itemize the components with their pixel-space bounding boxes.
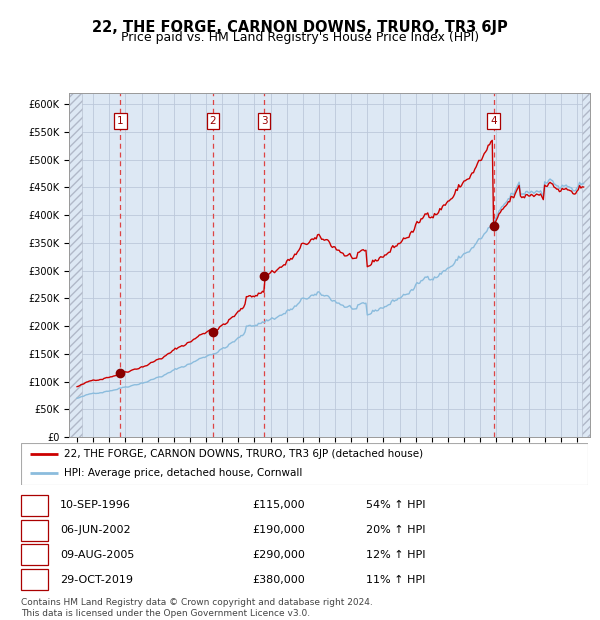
Text: HPI: Average price, detached house, Cornwall: HPI: Average price, detached house, Corn…	[64, 469, 302, 479]
Text: 22, THE FORGE, CARNON DOWNS, TRURO, TR3 6JP (detached house): 22, THE FORGE, CARNON DOWNS, TRURO, TR3 …	[64, 449, 422, 459]
Text: 3: 3	[31, 550, 38, 560]
Text: 22, THE FORGE, CARNON DOWNS, TRURO, TR3 6JP: 22, THE FORGE, CARNON DOWNS, TRURO, TR3 …	[92, 20, 508, 35]
Text: Contains HM Land Registry data © Crown copyright and database right 2024.
This d: Contains HM Land Registry data © Crown c…	[21, 598, 373, 618]
Text: £380,000: £380,000	[252, 575, 305, 585]
Text: 29-OCT-2019: 29-OCT-2019	[60, 575, 133, 585]
Text: Price paid vs. HM Land Registry's House Price Index (HPI): Price paid vs. HM Land Registry's House …	[121, 31, 479, 44]
Text: 10-SEP-1996: 10-SEP-1996	[60, 500, 131, 510]
Text: 4: 4	[31, 575, 38, 585]
Text: 11% ↑ HPI: 11% ↑ HPI	[366, 575, 425, 585]
Text: 54% ↑ HPI: 54% ↑ HPI	[366, 500, 425, 510]
Text: £115,000: £115,000	[252, 500, 305, 510]
Text: 20% ↑ HPI: 20% ↑ HPI	[366, 525, 425, 535]
Bar	[582, 93, 590, 437]
Text: 12% ↑ HPI: 12% ↑ HPI	[366, 550, 425, 560]
Text: 2: 2	[31, 525, 38, 535]
Text: 09-AUG-2005: 09-AUG-2005	[60, 550, 134, 560]
Text: 3: 3	[261, 116, 268, 126]
Text: 4: 4	[490, 116, 497, 126]
Text: £290,000: £290,000	[252, 550, 305, 560]
Text: 06-JUN-2002: 06-JUN-2002	[60, 525, 131, 535]
Text: 1: 1	[117, 116, 124, 126]
Bar	[69, 93, 82, 437]
Text: £190,000: £190,000	[252, 525, 305, 535]
Text: 1: 1	[31, 500, 38, 510]
Text: 2: 2	[209, 116, 216, 126]
